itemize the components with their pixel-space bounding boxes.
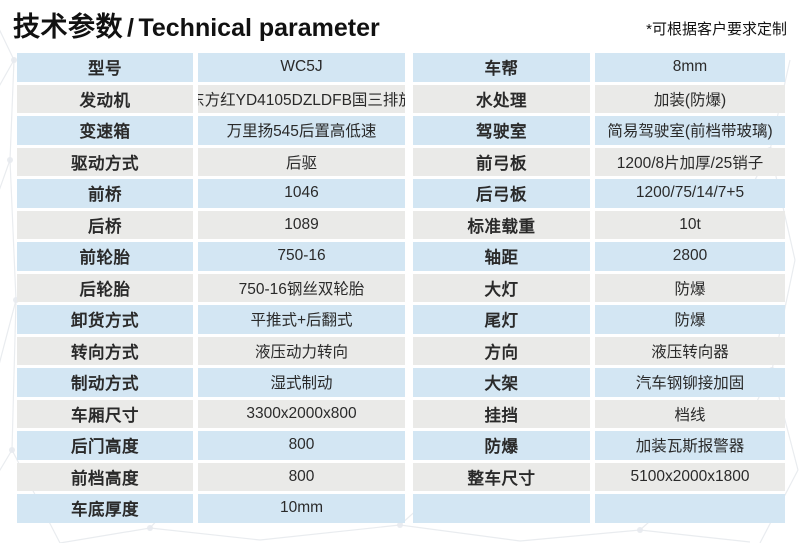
spec-label: 驱动方式 xyxy=(17,147,193,176)
spec-table-row: 发动机 东方红YD4105DZLDFB国三排放 xyxy=(17,84,405,113)
page-title-zh: 技术参数 xyxy=(13,12,123,42)
spec-table-row: 尾灯 防爆 xyxy=(413,305,785,334)
spec-table-row: 后桥 1089 xyxy=(17,210,405,239)
spec-label: 型号 xyxy=(17,53,193,82)
spec-table-row: 水处理 加装(防爆) xyxy=(413,84,785,113)
spec-table-row: 整车尺寸 5100x2000x1800 xyxy=(413,462,785,491)
spec-table-row: 驾驶室 简易驾驶室(前档带玻璃) xyxy=(413,116,785,145)
customization-note: *可根据客户要求定制 xyxy=(646,21,787,38)
spec-table-row: 车帮 8mm xyxy=(413,53,785,82)
spec-table-row: 轴距 2800 xyxy=(413,242,785,271)
spec-label: 发动机 xyxy=(17,84,193,113)
spec-label: 尾灯 xyxy=(413,305,590,334)
spec-label: 整车尺寸 xyxy=(413,462,590,491)
spec-table-left: 型号 WC5J 发动机 东方红YD4105DZLDFB国三排放 变速箱 万里扬5… xyxy=(17,53,405,523)
spec-value: 简易驾驶室(前档带玻璃) xyxy=(595,116,785,145)
spec-label: 轴距 xyxy=(413,242,590,271)
spec-label: 后弓板 xyxy=(413,179,590,208)
spec-table-row: 前档高度 800 xyxy=(17,462,405,491)
spec-value: 1200/8片加厚/25销子 xyxy=(595,147,785,176)
spec-value: 液压动力转向 xyxy=(198,336,405,365)
spec-label: 防爆 xyxy=(413,431,590,460)
spec-table-row: 车底厚度 10mm xyxy=(17,494,405,523)
spec-table-row: 变速箱 万里扬545后置高低速 xyxy=(17,116,405,145)
spec-value: 750-16钢丝双轮胎 xyxy=(198,273,405,302)
spec-label: 驾驶室 xyxy=(413,116,590,145)
spec-table-row: 后门高度 800 xyxy=(17,431,405,460)
spec-value: 液压转向器 xyxy=(595,336,785,365)
spec-table-row: 卸货方式 平推式+后翻式 xyxy=(17,305,405,334)
spec-value: 防爆 xyxy=(595,305,785,334)
spec-label: 前轮胎 xyxy=(17,242,193,271)
spec-value: 平推式+后翻式 xyxy=(198,305,405,334)
spec-value: 加装(防爆) xyxy=(595,84,785,113)
spec-value: 1200/75/14/7+5 xyxy=(595,179,785,208)
spec-value: 10mm xyxy=(198,494,405,523)
spec-value: 防爆 xyxy=(595,273,785,302)
spec-label: 卸货方式 xyxy=(17,305,193,334)
spec-value: 湿式制动 xyxy=(198,368,405,397)
spec-label: 后轮胎 xyxy=(17,273,193,302)
spec-label: 大灯 xyxy=(413,273,590,302)
spec-label: 前弓板 xyxy=(413,147,590,176)
spec-value: 800 xyxy=(198,462,405,491)
spec-label: 挂挡 xyxy=(413,399,590,428)
spec-table-row: 后弓板 1200/75/14/7+5 xyxy=(413,179,785,208)
spec-label: 车帮 xyxy=(413,53,590,82)
spec-table-row: 前轮胎 750-16 xyxy=(17,242,405,271)
page-title: 技术参数 / Technical parameter xyxy=(13,5,380,45)
spec-table-row: 大灯 防爆 xyxy=(413,273,785,302)
spec-value: 2800 xyxy=(595,242,785,271)
spec-label: 制动方式 xyxy=(17,368,193,397)
spec-label: 车底厚度 xyxy=(17,494,193,523)
spec-value: 1089 xyxy=(198,210,405,239)
title-separator: / xyxy=(127,14,135,42)
spec-table-row: 方向 液压转向器 xyxy=(413,336,785,365)
spec-table-row: 制动方式 湿式制动 xyxy=(17,368,405,397)
spec-label: 变速箱 xyxy=(17,116,193,145)
spec-label: 标准载重 xyxy=(413,210,590,239)
spec-table-row: 防爆 加装瓦斯报警器 xyxy=(413,431,785,460)
spec-table-row: 标准载重 10t xyxy=(413,210,785,239)
spec-table-row: 挂挡 档线 xyxy=(413,399,785,428)
spec-label: 方向 xyxy=(413,336,590,365)
spec-table-row: 车厢尺寸 3300x2000x800 xyxy=(17,399,405,428)
spec-value: WC5J xyxy=(198,53,405,82)
spec-label: 前档高度 xyxy=(17,462,193,491)
spec-value: 10t xyxy=(595,210,785,239)
spec-value: 万里扬545后置高低速 xyxy=(198,116,405,145)
spec-value: 3300x2000x800 xyxy=(198,399,405,428)
spec-table-row: 型号 WC5J xyxy=(17,53,405,82)
spec-table-row: 后轮胎 750-16钢丝双轮胎 xyxy=(17,273,405,302)
spec-value: 后驱 xyxy=(198,147,405,176)
spec-table-row: 前桥 1046 xyxy=(17,179,405,208)
spec-value: 8mm xyxy=(595,53,785,82)
page-title-en: Technical parameter xyxy=(138,14,380,42)
spec-value: 800 xyxy=(198,431,405,460)
spec-label: 车厢尺寸 xyxy=(17,399,193,428)
spec-table-right: 车帮 8mm 水处理 加装(防爆) 驾驶室 简易驾驶室(前档带玻璃) 前弓板 1… xyxy=(413,53,785,523)
spec-label: 大架 xyxy=(413,368,590,397)
spec-value: 750-16 xyxy=(198,242,405,271)
spec-label: 转向方式 xyxy=(17,336,193,365)
spec-table-row xyxy=(413,494,785,523)
spec-value xyxy=(595,494,785,523)
spec-label: 后桥 xyxy=(17,210,193,239)
spec-label: 前桥 xyxy=(17,179,193,208)
spec-value: 5100x2000x1800 xyxy=(595,462,785,491)
spec-table-row: 前弓板 1200/8片加厚/25销子 xyxy=(413,147,785,176)
spec-value: 加装瓦斯报警器 xyxy=(595,431,785,460)
spec-value: 东方红YD4105DZLDFB国三排放 xyxy=(198,84,405,113)
spec-value: 汽车钢铆接加固 xyxy=(595,368,785,397)
spec-value: 1046 xyxy=(198,179,405,208)
spec-table-row: 转向方式 液压动力转向 xyxy=(17,336,405,365)
spec-label: 水处理 xyxy=(413,84,590,113)
header: 技术参数 / Technical parameter *可根据客户要求定制 xyxy=(13,5,787,45)
spec-label xyxy=(413,494,590,523)
spec-table-row: 大架 汽车钢铆接加固 xyxy=(413,368,785,397)
spec-label: 后门高度 xyxy=(17,431,193,460)
spec-table-row: 驱动方式 后驱 xyxy=(17,147,405,176)
spec-value: 档线 xyxy=(595,399,785,428)
